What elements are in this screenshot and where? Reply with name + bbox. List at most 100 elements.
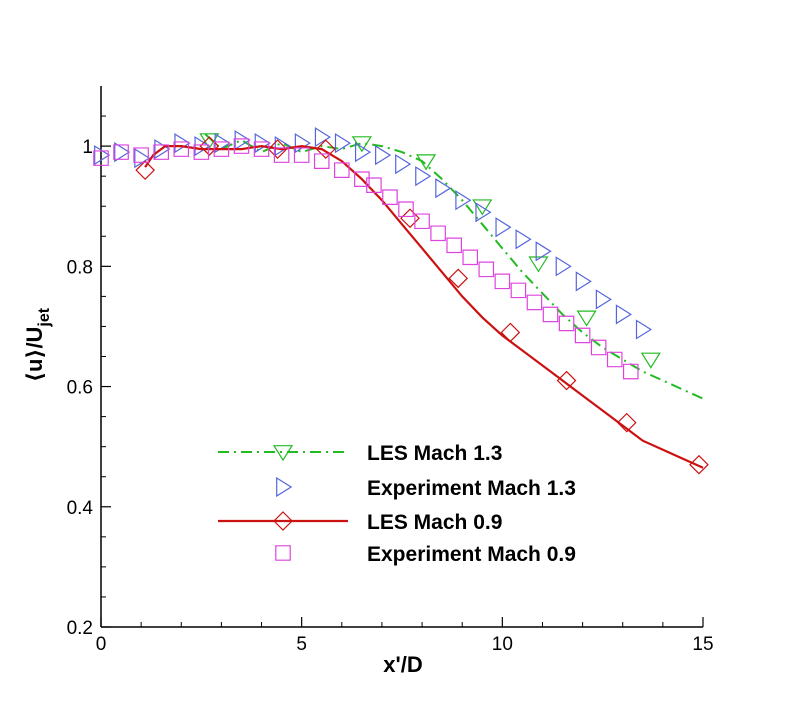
series-point: [293, 147, 310, 163]
series-point: [114, 142, 131, 163]
series-point: [542, 306, 559, 323]
series-point: [472, 199, 493, 216]
series-point: [575, 271, 592, 292]
series-point: [590, 339, 607, 356]
y-tick-label: 0.2: [67, 618, 93, 639]
series-point: [354, 142, 372, 163]
y-axis-title: ⟨u⟩/Ujet: [22, 307, 53, 382]
series-point: [315, 139, 336, 159]
series-point: [398, 201, 414, 218]
series-point: [274, 136, 291, 157]
x-tick-label: 5: [296, 634, 307, 655]
series-point: [415, 154, 437, 171]
series-point: [334, 133, 352, 154]
chart-ticks: 0 5 10 15 0.2 0.4 0.6 0.8 1: [67, 115, 714, 655]
series-point: [314, 127, 331, 148]
series-point: [400, 208, 420, 229]
series-point: [448, 268, 469, 289]
series-point: [615, 304, 632, 325]
series-point: [313, 153, 330, 169]
series-point: [510, 282, 527, 299]
chart-legend: LES Mach 1.3 Experiment Mach 1.3 LES Mach …: [218, 442, 576, 566]
series-point: [640, 352, 661, 369]
series-point: [135, 160, 155, 181]
series-point: [515, 229, 532, 250]
series-point: [495, 217, 512, 238]
series-point: [435, 178, 452, 199]
legend-label: LES Mach 0.9: [367, 511, 502, 534]
series-point: [446, 237, 462, 254]
series-point: [414, 213, 430, 230]
series-point: [354, 171, 370, 187]
legend-marker: [275, 545, 291, 561]
series-point: [415, 166, 432, 187]
series-point: [526, 294, 543, 311]
series-point: [689, 454, 709, 475]
series-point: [556, 370, 577, 391]
y-tick-label: 1: [82, 137, 93, 158]
legend-label: LES Mach 1.3: [367, 442, 502, 465]
legend-item: LES Mach 0.9: [218, 511, 502, 534]
series-point: [395, 154, 412, 175]
series-point: [113, 144, 129, 160]
series-point: [462, 249, 479, 266]
y-axis-title-main: ⟨u⟩/U: [22, 327, 47, 383]
series-point: [213, 141, 230, 157]
chart-series: [93, 127, 709, 475]
series-point: [233, 138, 250, 154]
legend-item: Experiment Mach 0.9: [275, 543, 576, 566]
series-point: [622, 363, 639, 380]
series-point: [253, 141, 270, 157]
series-point: [535, 241, 552, 262]
series-point: [528, 256, 549, 273]
series-point: [494, 273, 511, 290]
series-point: [254, 133, 271, 154]
x-tick-label: 0: [96, 634, 107, 655]
legend-item: Experiment Mach 1.3: [276, 476, 576, 500]
series-point: [475, 202, 492, 223]
x-tick-label: 15: [692, 634, 713, 655]
series-point: [430, 225, 446, 242]
series-1: [199, 133, 704, 400]
series-point: [133, 147, 149, 163]
series-point: [455, 190, 472, 211]
series-point: [193, 144, 210, 160]
series-point: [174, 133, 191, 154]
legend-label: Experiment Mach 1.3: [367, 477, 576, 500]
series-point: [478, 261, 495, 278]
series-point: [382, 189, 398, 206]
y-tick-label: 0.8: [67, 257, 93, 278]
series-point: [267, 139, 288, 159]
y-axis-title-subscript: jet: [36, 307, 53, 327]
series-point: [234, 130, 251, 151]
series-point: [555, 256, 572, 277]
x-tick-label: 10: [492, 634, 513, 655]
series-4: [93, 138, 639, 380]
y-tick-label: 0.4: [67, 498, 94, 519]
series-point: [558, 315, 575, 332]
x-axis-title: x'/D: [383, 652, 422, 677]
series-line: [204, 133, 704, 400]
series-2: [94, 127, 653, 340]
series-point: [576, 310, 597, 327]
series-point: [94, 145, 111, 166]
series-point: [199, 136, 220, 156]
legend-marker: [272, 445, 294, 462]
series-point: [595, 289, 612, 310]
series-point: [500, 322, 521, 343]
legend-item: LES Mach 1.3: [218, 442, 502, 465]
series-point: [153, 144, 169, 160]
series-point: [574, 327, 591, 344]
series-point: [93, 150, 109, 166]
series-point: [173, 141, 190, 157]
series-point: [606, 351, 623, 368]
y-tick-label: 0.6: [67, 378, 93, 399]
series-point: [635, 319, 653, 340]
legend-marker: [273, 511, 293, 531]
legend-label: Experiment Mach 0.9: [367, 543, 576, 566]
series-line: [144, 144, 704, 469]
series-point: [194, 136, 211, 157]
series-point: [616, 412, 637, 433]
series-point: [334, 162, 350, 178]
